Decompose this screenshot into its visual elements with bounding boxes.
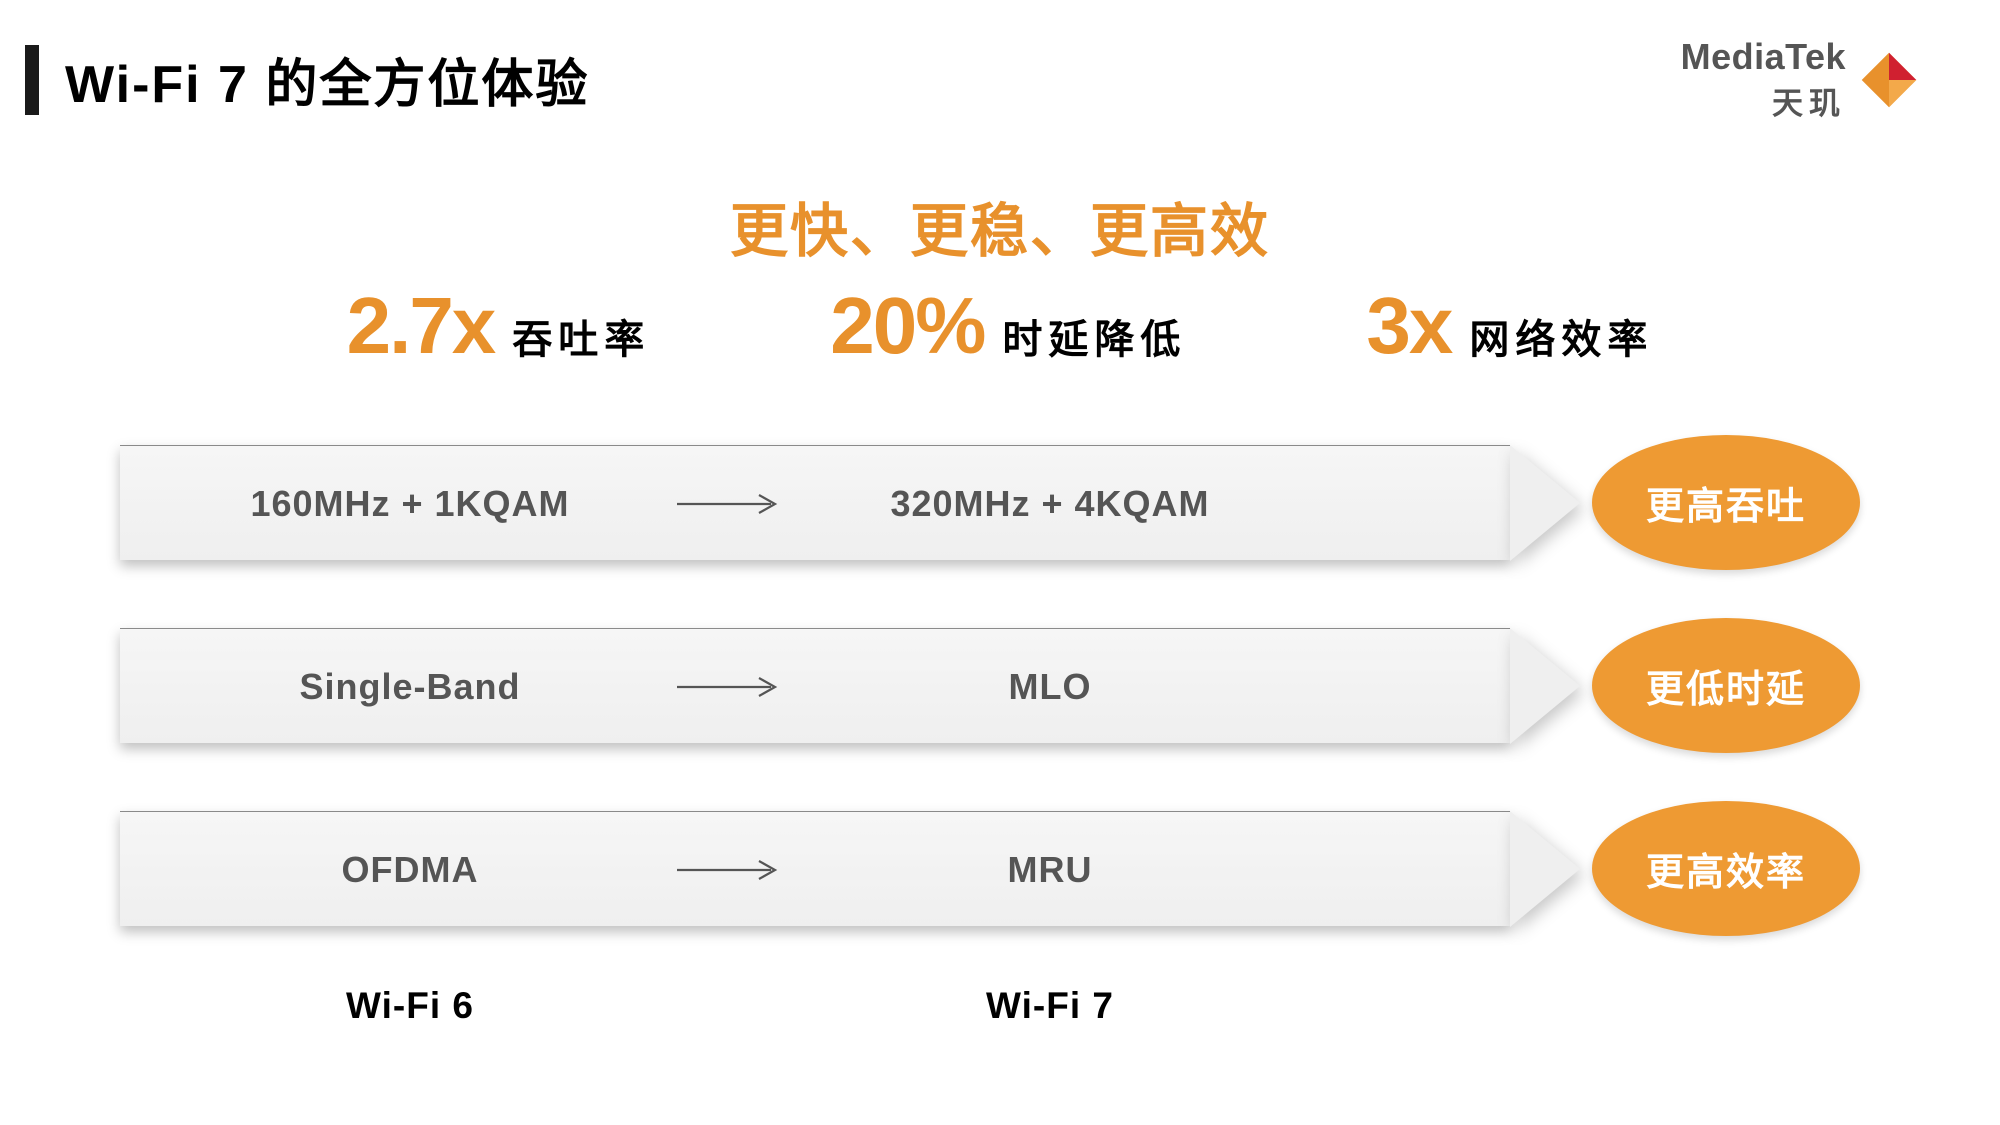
after-value: 320MHz + 4KQAM [810, 446, 1290, 561]
stat-latency: 20% 时延降低 [830, 280, 1186, 372]
before-value: OFDMA [180, 812, 640, 927]
comparison-row: OFDMA MRU 更高效率 [120, 811, 1860, 926]
stat-throughput: 2.7x 吞吐率 [347, 280, 651, 372]
before-value: 160MHz + 1KQAM [180, 446, 640, 561]
comparison-row: Single-Band MLO 更低时延 [120, 628, 1860, 743]
benefit-badge: 更高吞吐 [1592, 435, 1860, 570]
brand-name-zh: 天玑 [1681, 78, 1846, 123]
stat-label: 时延降低 [1002, 307, 1186, 365]
before-value: Single-Band [180, 629, 640, 744]
after-value: MRU [810, 812, 1290, 927]
stat-value: 3x [1366, 280, 1451, 372]
benefit-badge: 更高效率 [1592, 801, 1860, 936]
arrow-icon [665, 812, 795, 927]
arrow-icon [665, 629, 795, 744]
brand-mark-icon [1858, 49, 1920, 111]
stat-label: 吞吐率 [512, 307, 650, 365]
brand-name-en: MediaTek [1681, 36, 1846, 78]
page-title: Wi-Fi 7 的全方位体验 [65, 42, 589, 117]
stat-value: 2.7x [347, 280, 495, 372]
label-wifi7: Wi-Fi 7 [810, 985, 1290, 1027]
generation-labels: Wi-Fi 6 Wi-Fi 7 [120, 985, 1510, 1035]
tagline: 更快、更稳、更高效 [0, 184, 2000, 268]
brand-logo: MediaTek 天玑 [1681, 36, 1920, 123]
stats-row: 2.7x 吞吐率 20% 时延降低 3x 网络效率 [0, 280, 2000, 372]
comparison-rows: 160MHz + 1KQAM 320MHz + 4KQAM 更高吞吐 Singl… [120, 445, 1860, 994]
after-value: MLO [810, 629, 1290, 744]
arrow-icon [665, 446, 795, 561]
stat-label: 网络效率 [1469, 307, 1653, 365]
title-accent-bar [25, 45, 39, 115]
comparison-row: 160MHz + 1KQAM 320MHz + 4KQAM 更高吞吐 [120, 445, 1860, 560]
comparison-bar: OFDMA MRU [120, 811, 1510, 926]
comparison-bar: 160MHz + 1KQAM 320MHz + 4KQAM [120, 445, 1510, 560]
label-wifi6: Wi-Fi 6 [180, 985, 640, 1027]
brand-logo-text: MediaTek 天玑 [1681, 36, 1846, 123]
comparison-bar: Single-Band MLO [120, 628, 1510, 743]
stat-value: 20% [830, 280, 984, 372]
stat-efficiency: 3x 网络效率 [1366, 280, 1653, 372]
benefit-badge: 更低时延 [1592, 618, 1860, 753]
